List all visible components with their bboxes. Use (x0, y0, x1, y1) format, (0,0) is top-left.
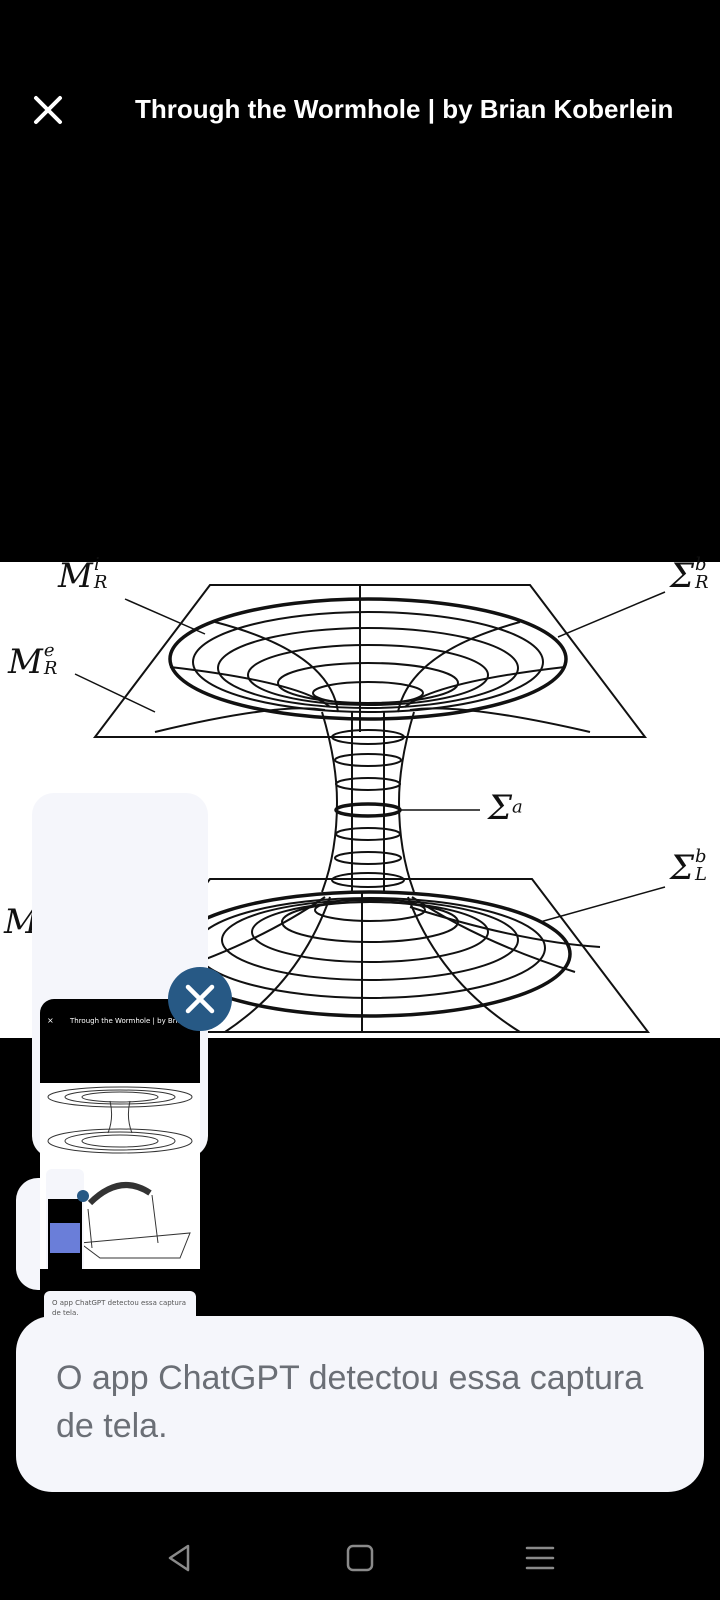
recents-lines-icon[interactable] (520, 1538, 560, 1578)
screenshot-detected-toast[interactable]: O app ChatGPT detectou essa captura de t… (16, 1316, 704, 1492)
label-sigma-a: Σa (488, 788, 523, 828)
close-icon (185, 984, 215, 1014)
dismiss-screenshot-button[interactable] (168, 967, 232, 1031)
thumb-close-icon: × (47, 1016, 54, 1025)
wormhole-drawing (74, 584, 666, 1033)
thumb-wormhole-image (46, 1086, 193, 1289)
home-square-icon[interactable] (340, 1538, 380, 1578)
page-title: Through the Wormhole | by Brian Koberlei… (135, 94, 674, 124)
top-bar: Through the Wormhole | by Brian Koberlei… (0, 0, 720, 200)
system-navbar (0, 1520, 720, 1600)
close-icon[interactable] (30, 92, 66, 128)
screenshot-thumbnail[interactable]: × Through the Wormhole | by Brian Kobe O… (40, 999, 200, 1353)
thumb-title: Through the Wormhole | by Brian Kobe (70, 1017, 200, 1025)
thumb-image-area (40, 1083, 200, 1289)
back-triangle-icon[interactable] (160, 1538, 200, 1578)
toast-message: O app ChatGPT detectou essa captura de t… (56, 1359, 644, 1445)
